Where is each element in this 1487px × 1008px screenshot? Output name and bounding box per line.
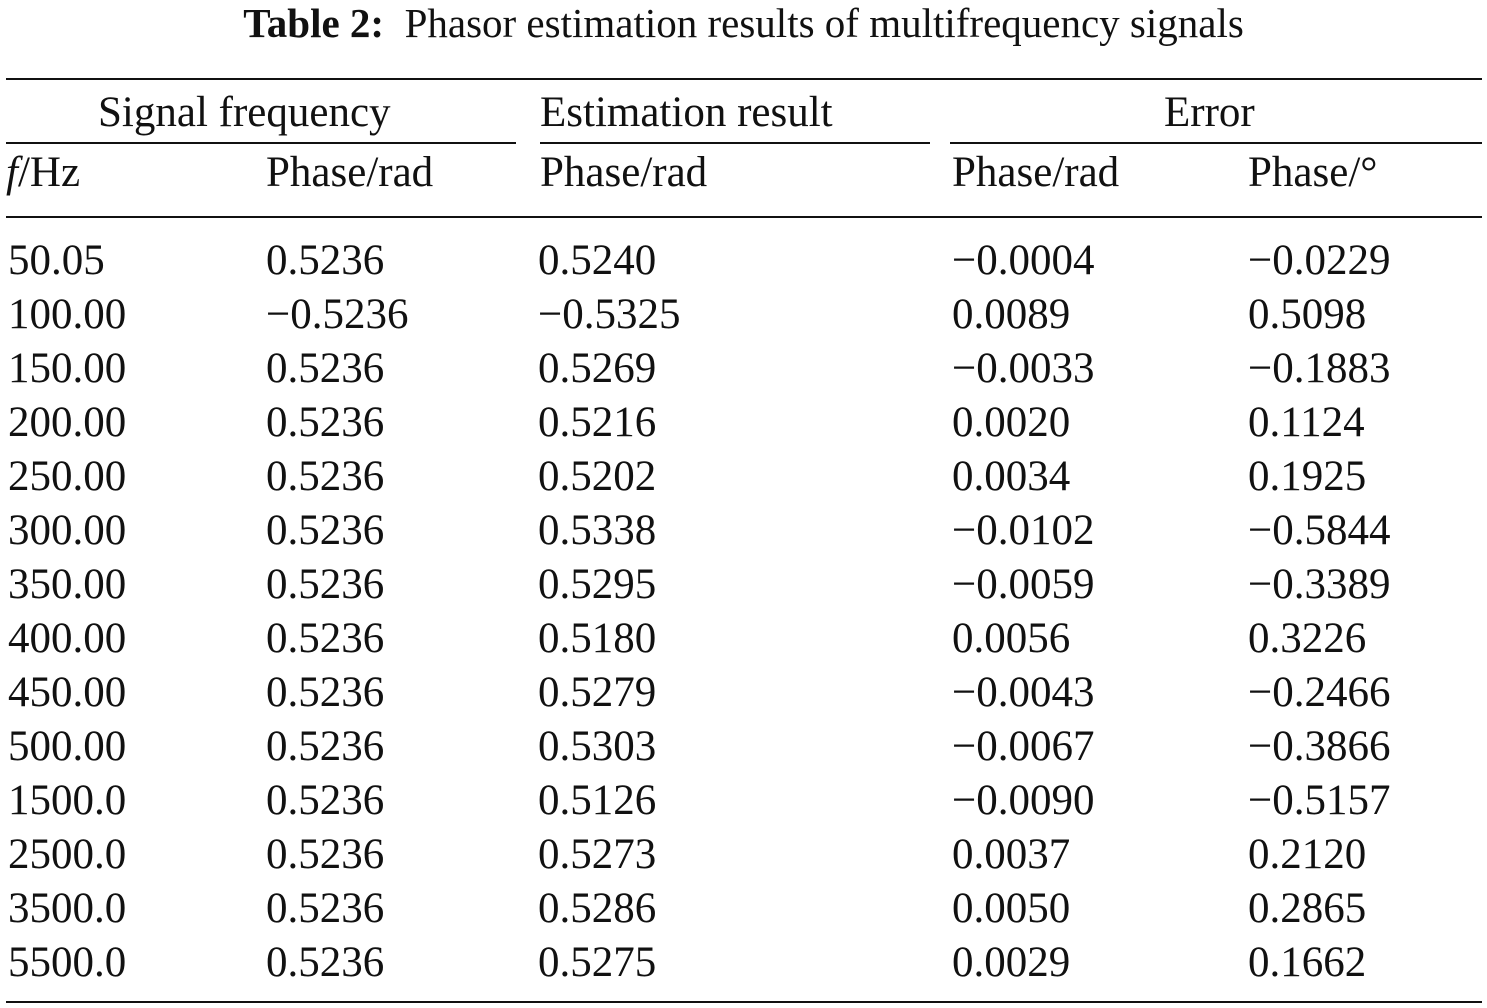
error-phase-deg-cell: −0.0229	[1248, 237, 1391, 284]
group-rule-estimation	[540, 142, 930, 144]
signal-phase-cell: 0.5236	[266, 777, 385, 824]
signal-phase-cell: 0.5236	[266, 561, 385, 608]
estimated-phase-cell: 0.5126	[538, 777, 657, 824]
signal-phase-cell: 0.5236	[266, 723, 385, 770]
error-phase-deg-cell: 0.3226	[1248, 615, 1367, 662]
frequency-cell: 5500.0	[8, 939, 127, 986]
estimated-phase-cell: 0.5240	[538, 237, 657, 284]
table-caption: Table 2: Phasor estimation results of mu…	[0, 0, 1487, 46]
col-header-signal-phase: Phase/rad	[266, 149, 434, 196]
error-phase-rad-cell: 0.0034	[952, 453, 1071, 500]
error-phase-deg-cell: 0.2120	[1248, 831, 1367, 878]
estimated-phase-cell: 0.5295	[538, 561, 657, 608]
frequency-cell: 50.05	[8, 237, 105, 284]
error-phase-deg-cell: −0.3866	[1248, 723, 1391, 770]
estimated-phase-cell: 0.5216	[538, 399, 657, 446]
error-phase-deg-cell: −0.5157	[1248, 777, 1391, 824]
estimated-phase-cell: 0.5269	[538, 345, 657, 392]
error-phase-rad-cell: 0.0050	[952, 885, 1071, 932]
estimated-phase-cell: 0.5275	[538, 939, 657, 986]
error-phase-deg-cell: −0.1883	[1248, 345, 1391, 392]
estimated-phase-cell: 0.5303	[538, 723, 657, 770]
frequency-cell: 100.00	[8, 291, 127, 338]
error-phase-rad-cell: 0.0056	[952, 615, 1071, 662]
group-header-estimation-result: Estimation result	[540, 89, 833, 136]
signal-phase-cell: 0.5236	[266, 885, 385, 932]
estimated-phase-cell: 0.5180	[538, 615, 657, 662]
frequency-cell: 3500.0	[8, 885, 127, 932]
signal-phase-cell: 0.5236	[266, 345, 385, 392]
signal-phase-cell: −0.5236	[266, 291, 409, 338]
estimated-phase-cell: 0.5202	[538, 453, 657, 500]
signal-phase-cell: 0.5236	[266, 831, 385, 878]
signal-phase-cell: 0.5236	[266, 507, 385, 554]
top-rule	[6, 78, 1482, 80]
frequency-cell: 400.00	[8, 615, 127, 662]
signal-phase-cell: 0.5236	[266, 669, 385, 716]
estimated-phase-cell: 0.5286	[538, 885, 657, 932]
error-phase-rad-cell: −0.0102	[952, 507, 1095, 554]
error-phase-rad-cell: −0.0067	[952, 723, 1095, 770]
error-phase-deg-cell: −0.5844	[1248, 507, 1391, 554]
frequency-cell: 500.00	[8, 723, 127, 770]
frequency-cell: 200.00	[8, 399, 127, 446]
estimated-phase-cell: −0.5325	[538, 291, 681, 338]
signal-phase-cell: 0.5236	[266, 453, 385, 500]
frequency-cell: 300.00	[8, 507, 127, 554]
frequency-cell: 250.00	[8, 453, 127, 500]
col-header-frequency: f/Hz	[6, 148, 80, 198]
signal-phase-cell: 0.5236	[266, 399, 385, 446]
header-rule	[6, 216, 1482, 218]
group-header-error: Error	[1164, 89, 1255, 136]
group-rule-signal	[6, 142, 516, 144]
estimated-phase-cell: 0.5273	[538, 831, 657, 878]
error-phase-rad-cell: −0.0059	[952, 561, 1095, 608]
col-header-error-phase-deg: Phase/°	[1248, 149, 1378, 196]
frequency-symbol: f	[6, 149, 18, 196]
error-phase-deg-cell: 0.1925	[1248, 453, 1367, 500]
frequency-cell: 350.00	[8, 561, 127, 608]
caption-text: Phasor estimation results of multifreque…	[404, 0, 1244, 46]
frequency-cell: 2500.0	[8, 831, 127, 878]
error-phase-rad-cell: −0.0090	[952, 777, 1095, 824]
error-phase-rad-cell: −0.0004	[952, 237, 1095, 284]
error-phase-rad-cell: 0.0089	[952, 291, 1071, 338]
frequency-cell: 150.00	[8, 345, 127, 392]
frequency-cell: 1500.0	[8, 777, 127, 824]
error-phase-rad-cell: −0.0033	[952, 345, 1095, 392]
error-phase-deg-cell: 0.5098	[1248, 291, 1367, 338]
estimated-phase-cell: 0.5279	[538, 669, 657, 716]
signal-phase-cell: 0.5236	[266, 237, 385, 284]
error-phase-deg-cell: 0.1662	[1248, 939, 1367, 986]
error-phase-rad-cell: −0.0043	[952, 669, 1095, 716]
error-phase-rad-cell: 0.0037	[952, 831, 1071, 878]
error-phase-deg-cell: 0.1124	[1248, 399, 1365, 446]
caption-label: Table 2:	[243, 0, 385, 46]
group-rule-error	[950, 142, 1482, 144]
group-header-signal-frequency: Signal frequency	[98, 89, 391, 136]
error-phase-rad-cell: 0.0029	[952, 939, 1071, 986]
col-header-error-phase-rad: Phase/rad	[952, 149, 1120, 196]
error-phase-deg-cell: −0.3389	[1248, 561, 1391, 608]
frequency-unit: /Hz	[17, 149, 81, 196]
col-header-estimated-phase: Phase/rad	[540, 149, 708, 196]
error-phase-rad-cell: 0.0020	[952, 399, 1071, 446]
bottom-rule	[6, 1001, 1482, 1003]
error-phase-deg-cell: −0.2466	[1248, 669, 1391, 716]
signal-phase-cell: 0.5236	[266, 939, 385, 986]
signal-phase-cell: 0.5236	[266, 615, 385, 662]
frequency-cell: 450.00	[8, 669, 127, 716]
error-phase-deg-cell: 0.2865	[1248, 885, 1367, 932]
estimated-phase-cell: 0.5338	[538, 507, 657, 554]
